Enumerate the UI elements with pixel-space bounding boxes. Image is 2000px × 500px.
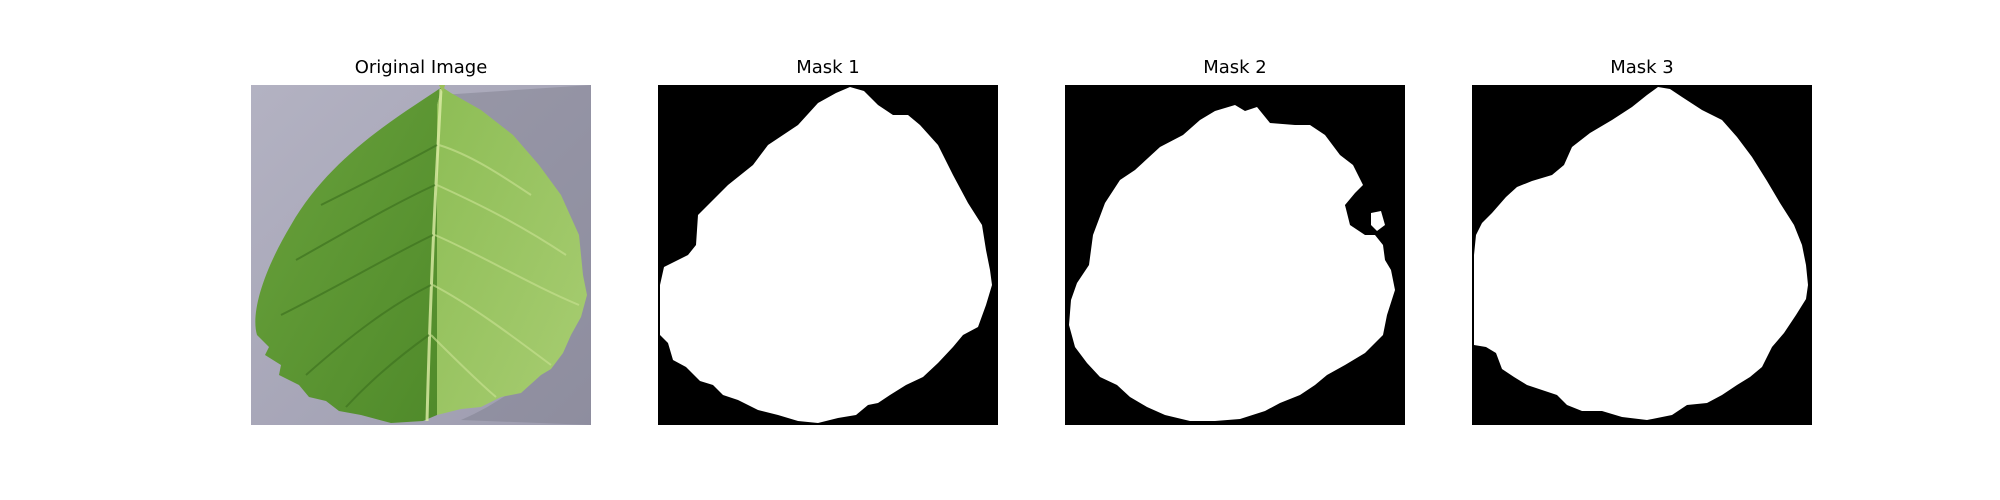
panel-title: Mask 3: [1610, 57, 1674, 78]
panel-mask-1: Mask 1: [658, 0, 998, 500]
panel-mask-2: Mask 2: [1065, 0, 1405, 500]
panel-mask-3: Mask 3: [1472, 0, 1812, 500]
mask-3-image: [1472, 85, 1812, 425]
leaf-photo: [251, 85, 591, 425]
mask-2-image: [1065, 85, 1405, 425]
panel-title: Original Image: [354, 57, 488, 78]
panel-title: Mask 1: [796, 57, 860, 78]
mask-1-image: [658, 85, 998, 425]
panel-original-image: Original Image: [251, 0, 591, 500]
panel-title: Mask 2: [1203, 57, 1267, 78]
